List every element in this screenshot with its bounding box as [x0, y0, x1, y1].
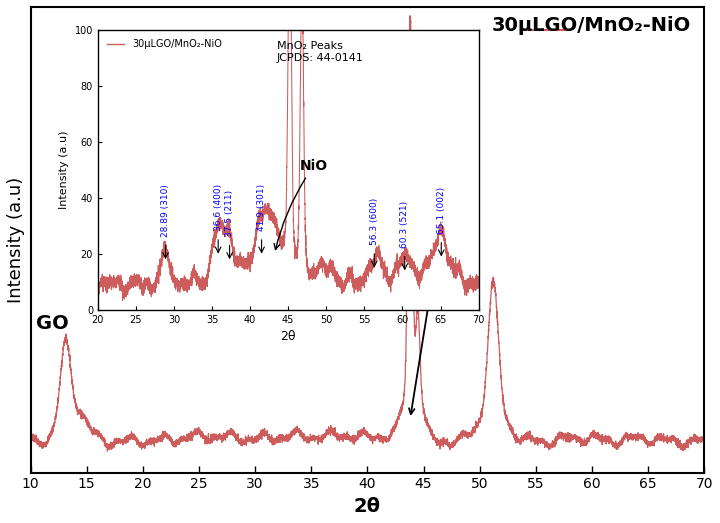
Text: 30μLGO/MnO₂-NiO: 30μLGO/MnO₂-NiO — [492, 16, 690, 35]
Y-axis label: Intensity (a.u): Intensity (a.u) — [7, 177, 25, 303]
Text: 43.8 (200): 43.8 (200) — [437, 161, 450, 226]
X-axis label: 2θ: 2θ — [354, 497, 381, 516]
Text: GO: GO — [36, 314, 69, 333]
